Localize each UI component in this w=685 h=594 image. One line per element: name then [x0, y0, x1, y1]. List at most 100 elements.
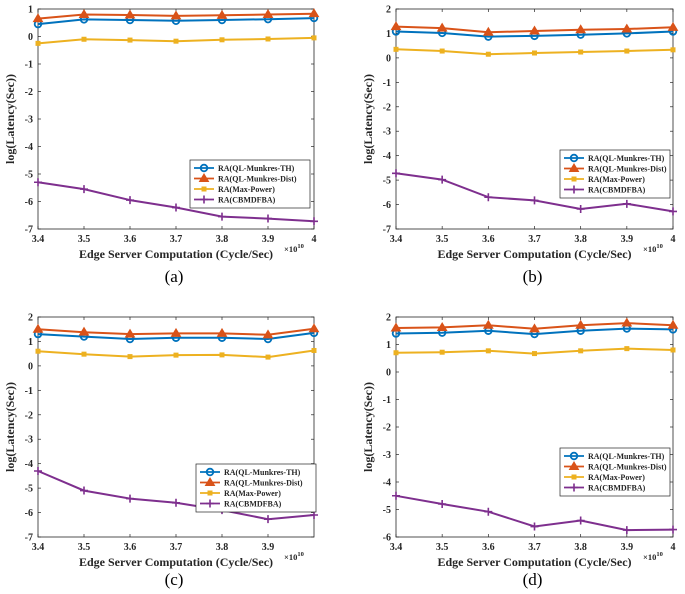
y-tick-label: -1: [383, 395, 391, 406]
series-RA(QL-Munkres-Dist): [32, 323, 320, 339]
data-point: [127, 354, 133, 360]
x-tick-label: 3.4: [390, 542, 403, 553]
y-tick-label: -3: [383, 450, 391, 461]
data-point: [34, 467, 42, 475]
data-point: [392, 169, 400, 178]
x-tick-label: 3.4: [390, 234, 403, 245]
y-tick-label: -4: [383, 151, 391, 162]
series-RA(Max-Power): [393, 46, 676, 57]
legend-marker: [570, 483, 578, 492]
y-tick-label: 1: [28, 337, 33, 348]
legend-entry: RA(QL-Munkres-Dist): [224, 479, 303, 488]
x-tick-label: 3.8: [216, 542, 229, 553]
series-RA(Max-Power): [35, 35, 317, 46]
legend-entry: RA(Max-Power): [224, 489, 281, 498]
y-tick-label: -1: [383, 78, 391, 89]
series-RA(Max-Power): [393, 346, 676, 357]
x-exponent-base: ×10: [643, 244, 656, 254]
data-point: [81, 351, 87, 357]
x-tick-label: 3.8: [216, 234, 229, 245]
y-tick-label: 0: [28, 32, 33, 43]
panel-caption: (c): [165, 570, 184, 589]
legend: RA(QL-Munkres-TH) RA(QL-Munkres-Dist)RA(M…: [189, 159, 311, 209]
legend-marker: [205, 467, 215, 477]
legend-marker: [568, 163, 580, 172]
data-point: [170, 327, 182, 337]
data-point: [621, 23, 633, 33]
data-point: [439, 349, 445, 355]
panel-caption: (b): [523, 267, 543, 286]
data-point: [216, 327, 228, 337]
x-exponent-power: 10: [656, 551, 663, 558]
x-tick-label: 3.4: [32, 542, 45, 553]
x-tick-label: 4: [671, 542, 676, 553]
legend-entry: RA(CBMDFBA): [588, 186, 646, 195]
data-point: [264, 515, 272, 524]
x-tick-label: 3.9: [262, 542, 275, 553]
data-point: [482, 319, 494, 329]
y-tick-label: 2: [386, 313, 391, 324]
y-tick-label: -3: [25, 435, 33, 446]
chart-panel-c: 210-1-2-3-4-5-6-73.4 3.5 3.6 3.7 3.8 3.9×1010…: [3, 313, 320, 589]
x-tick-label: 3.7: [170, 542, 183, 553]
x-axis-exponent: ×1010: [643, 243, 663, 254]
y-tick-label: -7: [383, 225, 391, 236]
y-tick-label: -2: [383, 102, 391, 113]
data-point: [80, 185, 88, 194]
data-point: [262, 9, 274, 18]
x-exponent-power: 10: [297, 243, 304, 250]
y-tick-label: 2: [28, 313, 33, 324]
x-tick-label: 3.5: [78, 542, 91, 553]
legend-marker: [570, 185, 578, 194]
legend-entry: RA(QL-Munkres-Dist): [218, 175, 297, 184]
x-exponent-power: 10: [656, 243, 663, 250]
series-line: [37, 331, 315, 341]
legend-entry: RA(Max-Power): [218, 185, 275, 194]
legend-entry: RA(QL-Munkres-Dist): [588, 463, 667, 472]
data-point: [439, 48, 445, 54]
data-point: [532, 50, 537, 56]
data-point: [32, 323, 44, 333]
legend-marker: [201, 186, 207, 192]
legend-marker: [200, 195, 208, 204]
x-tick-label: 4: [312, 234, 317, 245]
data-point: [669, 525, 677, 534]
series-RA(Max-Power): [35, 347, 317, 360]
data-point: [35, 348, 41, 354]
y-tick-label: -5: [25, 484, 33, 495]
series-RA(CBMDFBA): [34, 178, 318, 226]
y-tick-label: -4: [383, 478, 391, 489]
series-RA(QL-Munkres-Dist): [390, 317, 679, 333]
legend-marker: [571, 474, 577, 480]
y-tick-label: -1: [25, 60, 33, 71]
x-tick-label: 3.5: [436, 234, 449, 245]
data-point: [172, 498, 180, 507]
y-tick-label: -3: [383, 127, 391, 138]
y-tick-label: -6: [25, 197, 33, 208]
x-axis-label: Edge Server Computation (Cycle/Sec): [437, 555, 631, 569]
x-tick-label: 3.7: [528, 234, 541, 245]
data-point: [530, 196, 539, 205]
chart-panel-b: 210-1-2-3-4-5-6-73.4 3.5 3.6 3.7 3.8 3.9 4×101…: [361, 5, 679, 286]
y-tick-label: 1: [386, 340, 391, 351]
y-axis-label: log(Latency(Sec)): [3, 382, 17, 472]
legend-entry: RA(QL-Munkres-TH): [224, 468, 301, 477]
x-exponent-base: ×10: [643, 552, 656, 562]
data-point: [393, 46, 399, 52]
data-point: [575, 24, 587, 34]
data-point: [172, 203, 180, 212]
data-point: [667, 21, 679, 31]
data-point: [311, 347, 317, 353]
series-RA(CBMDFBA): [34, 467, 318, 524]
data-point: [532, 351, 537, 357]
series-RA(CBMDFBA): [392, 491, 677, 535]
legend-entry: RA(QL-Munkres-TH): [588, 452, 665, 461]
y-tick-label: 1: [28, 5, 33, 16]
series-RA(CBMDFBA): [392, 169, 677, 216]
x-tick-label: 3.7: [170, 234, 183, 245]
x-tick-label: 3.6: [124, 234, 137, 245]
data-point: [308, 323, 320, 333]
x-tick-label: 3.9: [621, 542, 634, 553]
legend-entry: RA(Max-Power): [588, 175, 645, 184]
data-point: [310, 217, 318, 226]
